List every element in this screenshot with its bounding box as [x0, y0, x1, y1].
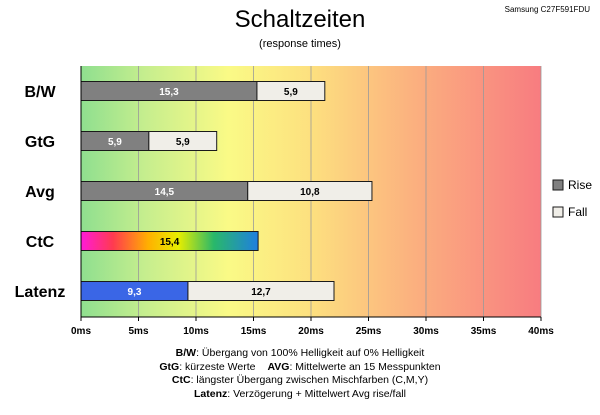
x-tick-label: 15ms	[241, 326, 267, 337]
note-bw: B/W: Übergang von 100% Helligkeit auf 0%…	[175, 347, 425, 359]
x-tick-label: 5ms	[128, 326, 148, 337]
x-tick-label: 10ms	[183, 326, 209, 337]
x-tick-label: 40ms	[528, 326, 554, 337]
x-tick-label: 35ms	[471, 326, 497, 337]
explanation-notes: B/W: Übergang von 100% Helligkeit auf 0%…	[0, 347, 600, 401]
data-label-rise: 5,9	[108, 137, 122, 148]
data-label-fall: 12,7	[251, 287, 271, 298]
category-label: Latenz	[15, 284, 66, 301]
x-tick-label: 0ms	[71, 326, 91, 337]
legend-swatch-rise	[552, 179, 564, 191]
category-label: CtC	[26, 234, 55, 251]
bar-fall	[256, 81, 326, 101]
note-gtg-avg: GtG: kürzeste Werte AVG: Mittelwerte an 1…	[159, 360, 441, 373]
chart-subtitle: (response times)	[259, 38, 341, 50]
note-latenz: Latenz: Verzögerung + Mittelwert Avg ris…	[194, 387, 406, 400]
bar-fall	[187, 281, 335, 301]
data-label-rise: 14,5	[155, 187, 175, 198]
data-label-rise: 15,4	[160, 237, 180, 248]
note-ctc: CtC: längster Übergang zwischen Mischfar…	[171, 374, 429, 386]
x-tick-label: 25ms	[356, 326, 382, 337]
bar-fall	[247, 181, 373, 201]
x-tick-label: 20ms	[298, 326, 324, 337]
data-label-rise: 9,3	[128, 287, 142, 298]
bar-fall	[148, 131, 218, 151]
data-label-fall: 5,9	[284, 87, 298, 98]
category-label: GtG	[25, 134, 55, 151]
data-label-rise: 15,3	[159, 87, 179, 98]
category-label: B/W	[24, 84, 56, 101]
device-label: Samsung C27F591FDU	[504, 5, 590, 14]
chart-title: Schaltzeiten	[234, 6, 366, 33]
legend-label-rise: Rise	[568, 178, 592, 192]
data-label-fall: 10,8	[300, 187, 320, 198]
x-tick-label: 30ms	[413, 326, 439, 337]
legend-label-fall: Fall	[568, 205, 587, 219]
chart-area: B/W 15,3 5,9 GtG 5,9 5,9 Avg 14,5 10,8 CtC 15,4 Lat…	[15, 66, 592, 337]
data-label-fall: 5,9	[176, 137, 190, 148]
category-label: Avg	[25, 184, 55, 201]
legend-swatch-fall	[552, 206, 564, 218]
